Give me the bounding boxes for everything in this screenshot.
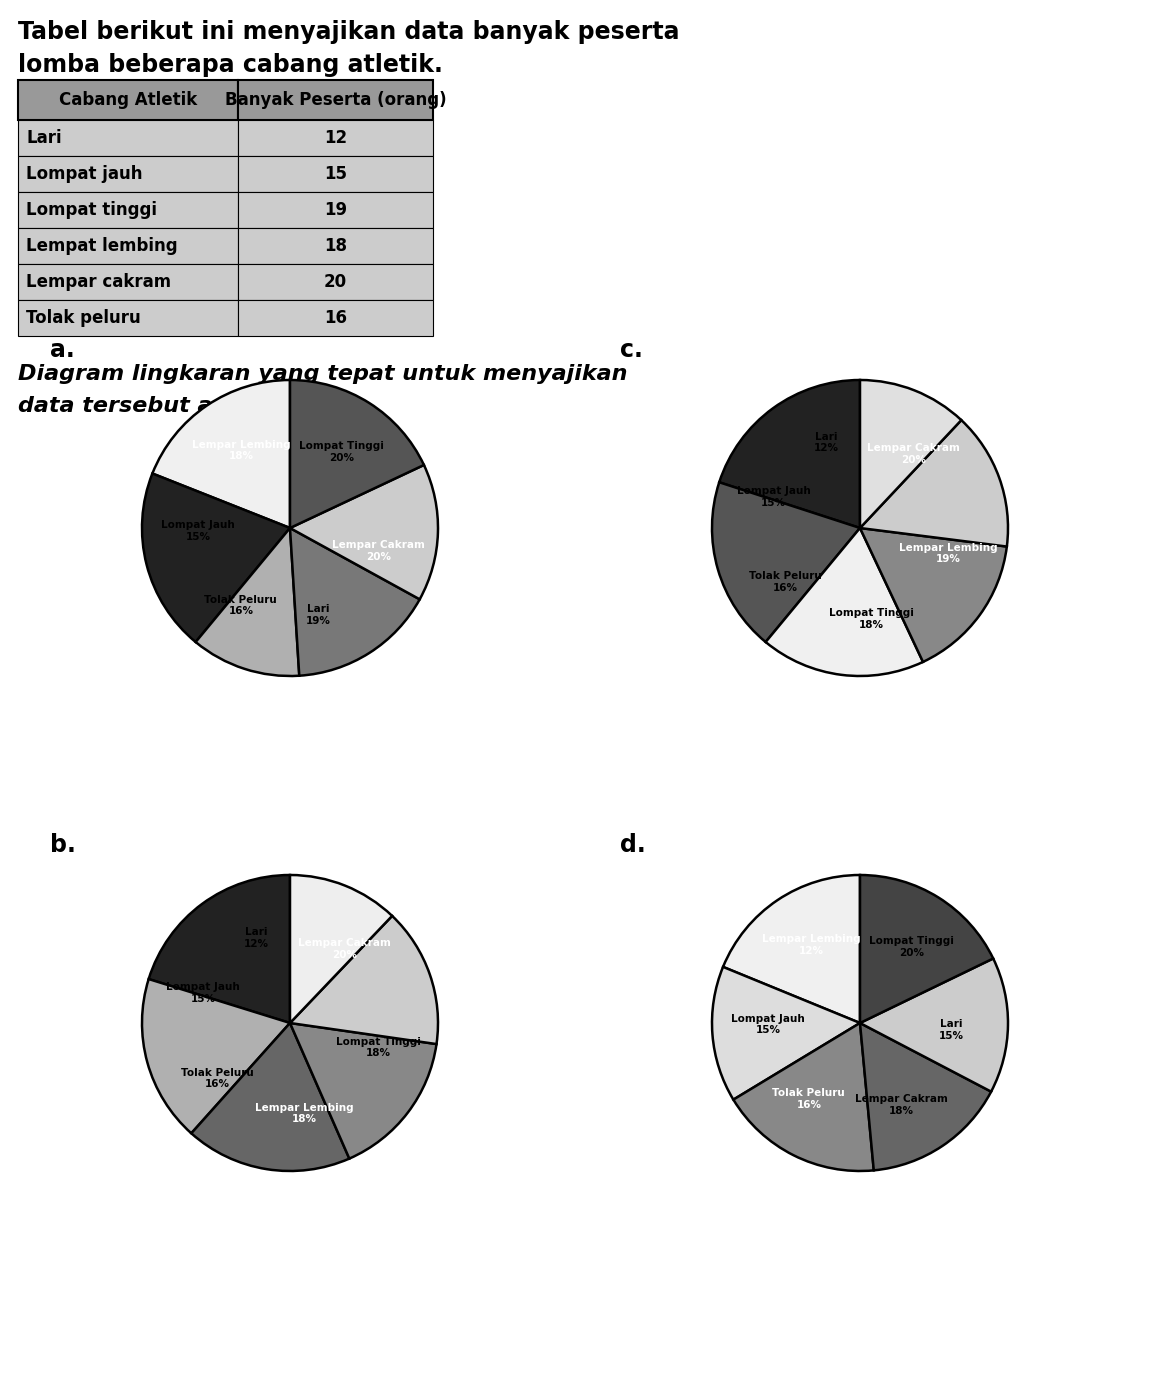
Text: Cabang Atletik: Cabang Atletik [59, 91, 197, 109]
Text: Lompat Tinggi
18%: Lompat Tinggi 18% [336, 1036, 421, 1058]
Wedge shape [859, 1022, 991, 1170]
Text: Lempar Lembing
19%: Lempar Lembing 19% [899, 543, 998, 565]
Text: Lompat Jauh
15%: Lompat Jauh 15% [737, 486, 811, 507]
Text: 12: 12 [324, 130, 347, 147]
Bar [238, 192, 433, 227]
Text: b.: b. [50, 832, 76, 857]
Wedge shape [859, 528, 1007, 661]
Bar [238, 156, 433, 192]
Text: Lari: Lari [26, 130, 62, 147]
Text: Lari
15%: Lari 15% [939, 1020, 964, 1040]
Wedge shape [859, 875, 993, 1022]
Text: Tolak peluru: Tolak peluru [26, 309, 141, 327]
Text: Lari
12%: Lari 12% [243, 927, 269, 948]
Text: Lempar Lembing
18%: Lempar Lembing 18% [255, 1102, 354, 1124]
Text: Lempar Lembing
18%: Lempar Lembing 18% [192, 440, 290, 462]
Bar [17, 227, 238, 265]
Wedge shape [712, 482, 859, 642]
Text: Lompat Jauh
15%: Lompat Jauh 15% [732, 1014, 805, 1035]
Text: Tabel berikut ini menyajikan data banyak peserta: Tabel berikut ini menyajikan data banyak… [17, 21, 679, 44]
Wedge shape [712, 967, 859, 1100]
Wedge shape [192, 1022, 349, 1171]
Text: Banyak Peserta (orang): Banyak Peserta (orang) [224, 91, 447, 109]
Text: data tersebut adalah . . . .: data tersebut adalah . . . . [17, 395, 347, 416]
Wedge shape [290, 464, 438, 599]
Text: Lompat tinggi: Lompat tinggi [26, 201, 157, 219]
Text: Lempar Cakram
20%: Lempar Cakram 20% [868, 442, 961, 464]
Text: Diagram lingkaran yang tepat untuk menyajikan: Diagram lingkaran yang tepat untuk menya… [17, 364, 628, 384]
Text: Lompat Tinggi
20%: Lompat Tinggi 20% [299, 441, 384, 463]
Bar [17, 156, 238, 192]
Text: Tolak Peluru
16%: Tolak Peluru 16% [749, 570, 822, 593]
Text: 20: 20 [324, 273, 347, 291]
Text: c.: c. [620, 338, 643, 362]
Bar [17, 192, 238, 227]
Wedge shape [290, 916, 438, 1045]
Text: Tolak Peluru
16%: Tolak Peluru 16% [772, 1089, 846, 1111]
Wedge shape [859, 959, 1008, 1091]
Bar [238, 80, 433, 120]
Text: lomba beberapa cabang atletik.: lomba beberapa cabang atletik. [17, 52, 443, 77]
Bar [17, 265, 238, 300]
Text: Tolak Peluru
16%: Tolak Peluru 16% [180, 1068, 254, 1090]
Wedge shape [734, 1022, 873, 1171]
Text: 15: 15 [324, 165, 347, 183]
Wedge shape [719, 380, 859, 528]
Text: Lari
12%: Lari 12% [814, 431, 839, 453]
Wedge shape [290, 380, 424, 528]
Text: Lempar Cakram
18%: Lempar Cakram 18% [855, 1094, 948, 1116]
Text: 19: 19 [324, 201, 347, 219]
Bar [238, 120, 433, 156]
Wedge shape [723, 875, 859, 1022]
Text: Lompat Jauh
15%: Lompat Jauh 15% [162, 520, 235, 542]
Text: a.: a. [50, 338, 74, 362]
Wedge shape [290, 1022, 436, 1159]
Wedge shape [149, 875, 290, 1022]
Text: Tolak Peluru
16%: Tolak Peluru 16% [205, 595, 277, 616]
Text: Lempar Cakram
20%: Lempar Cakram 20% [333, 540, 426, 562]
Wedge shape [859, 420, 1008, 547]
Text: Lompat Tinggi
20%: Lompat Tinggi 20% [869, 936, 954, 958]
Wedge shape [765, 528, 923, 677]
Wedge shape [142, 474, 290, 642]
Bar [238, 265, 433, 300]
Bar [17, 80, 238, 120]
Bar [238, 227, 433, 265]
Text: Lompat jauh: Lompat jauh [26, 165, 143, 183]
Text: 18: 18 [324, 237, 347, 255]
Wedge shape [195, 528, 299, 677]
Bar [238, 300, 433, 336]
Text: Lempat lembing: Lempat lembing [26, 237, 178, 255]
Text: Lompat Tinggi
18%: Lompat Tinggi 18% [829, 608, 914, 630]
Text: 16: 16 [324, 309, 347, 327]
Text: Lempar Cakram
20%: Lempar Cakram 20% [298, 938, 391, 960]
Text: Lompat Jauh
15%: Lompat Jauh 15% [166, 983, 241, 1003]
Wedge shape [152, 380, 290, 528]
Wedge shape [290, 875, 392, 1022]
Text: Lari
19%: Lari 19% [306, 605, 330, 626]
Wedge shape [290, 528, 420, 675]
Bar [17, 120, 238, 156]
Wedge shape [859, 380, 962, 528]
Text: Lempar Lembing
12%: Lempar Lembing 12% [762, 934, 861, 956]
Bar [17, 300, 238, 336]
Wedge shape [142, 978, 290, 1133]
Text: d.: d. [620, 832, 645, 857]
Text: Lempar cakram: Lempar cakram [26, 273, 171, 291]
